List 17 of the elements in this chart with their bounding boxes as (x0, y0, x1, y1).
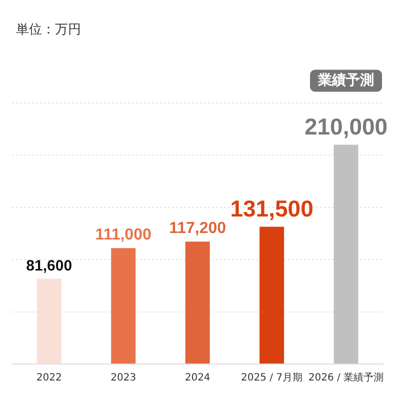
text: 単位：万円 (16, 22, 81, 38)
bar (185, 242, 210, 364)
bar (36, 278, 62, 364)
bar (334, 144, 358, 364)
data-label: 117,200 (169, 220, 226, 238)
text: 業績予測 (317, 72, 374, 88)
x-tick-label: 2022 (36, 372, 62, 384)
data-label: 210,000 (304, 114, 388, 140)
x-tick-label: 2026 / 業績予測 (308, 372, 384, 384)
data-label: 131,500 (230, 196, 314, 222)
x-tick-label: 2024 (184, 372, 210, 384)
bar (111, 248, 136, 364)
bar (260, 226, 284, 364)
data-label: 111,000 (95, 226, 152, 244)
x-tick-label: 2025 / 7月期 (241, 372, 303, 384)
x-tick-label: 2023 (110, 372, 136, 384)
data-label: 81,600 (26, 257, 72, 274)
